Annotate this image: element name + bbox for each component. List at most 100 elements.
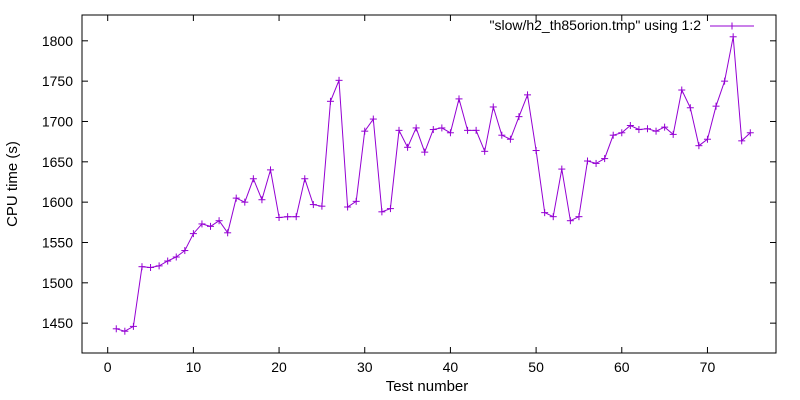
- data-point: [386, 205, 394, 213]
- data-point: [292, 213, 300, 221]
- data-point: [729, 33, 737, 41]
- data-point: [249, 175, 257, 183]
- data-point: [686, 104, 694, 112]
- y-axis-title: CPU time (s): [4, 141, 21, 227]
- y-tick-label: 1750: [42, 73, 73, 89]
- data-point: [678, 86, 686, 94]
- data-point: [575, 213, 583, 221]
- data-point: [112, 325, 120, 333]
- data-point: [481, 147, 489, 155]
- data-point: [455, 95, 463, 103]
- data-point: [164, 257, 172, 265]
- x-tick-label: 30: [357, 359, 373, 375]
- data-point: [352, 197, 360, 205]
- data-point: [695, 142, 703, 150]
- data-point: [558, 165, 566, 173]
- data-point: [121, 327, 129, 335]
- x-tick-label: 50: [528, 359, 544, 375]
- data-point: [198, 220, 206, 228]
- x-tick-label: 70: [700, 359, 716, 375]
- data-point: [506, 135, 514, 143]
- x-tick-label: 60: [614, 359, 630, 375]
- data-point: [189, 230, 197, 238]
- data-point: [489, 103, 497, 111]
- series-layer: [112, 33, 754, 335]
- data-point: [155, 262, 163, 270]
- data-point: [643, 125, 651, 133]
- y-tick-label: 1450: [42, 315, 73, 331]
- data-point: [515, 113, 523, 121]
- data-point: [318, 202, 326, 210]
- x-tick-label: 0: [104, 359, 112, 375]
- data-point: [498, 131, 506, 139]
- data-point: [601, 155, 609, 163]
- data-point: [309, 201, 317, 209]
- series-line: [116, 36, 751, 332]
- x-tick-label: 10: [186, 359, 202, 375]
- data-point: [181, 247, 189, 255]
- data-point: [703, 135, 711, 143]
- legend: "slow/h2_th85orion.tmp" using 1:2: [489, 17, 754, 33]
- data-point: [532, 147, 540, 155]
- data-point: [207, 222, 215, 230]
- data-point: [361, 127, 369, 135]
- y-tick-label: 1500: [42, 275, 73, 291]
- data-point: [369, 115, 377, 123]
- data-point: [138, 263, 146, 271]
- data-point: [446, 129, 454, 137]
- data-point: [618, 129, 626, 137]
- data-point: [378, 208, 386, 216]
- data-point: [592, 159, 600, 167]
- data-point: [275, 213, 283, 221]
- data-point: [404, 143, 412, 151]
- data-point: [541, 209, 549, 217]
- y-tick-label: 1600: [42, 194, 73, 210]
- data-point: [721, 77, 729, 85]
- data-point: [549, 213, 557, 221]
- data-point: [652, 127, 660, 135]
- y-tick-label: 1700: [42, 113, 73, 129]
- x-axis-title: Test number: [386, 378, 469, 395]
- data-point: [738, 137, 746, 145]
- data-point: [746, 129, 754, 137]
- data-point: [395, 126, 403, 134]
- data-point: [429, 126, 437, 134]
- data-point: [661, 123, 669, 131]
- y-tick-label: 1550: [42, 234, 73, 250]
- x-tick-label: 40: [443, 359, 459, 375]
- data-point: [266, 166, 274, 174]
- data-point: [635, 126, 643, 134]
- data-point: [232, 194, 240, 202]
- data-point: [669, 130, 677, 138]
- y-tick-label: 1800: [42, 33, 73, 49]
- data-point: [412, 124, 420, 132]
- data-point: [224, 229, 232, 237]
- data-point: [421, 148, 429, 156]
- data-point: [335, 76, 343, 84]
- data-point: [172, 253, 180, 261]
- data-point: [584, 157, 592, 165]
- data-point: [326, 97, 334, 105]
- data-point: [129, 322, 137, 330]
- data-point: [464, 126, 472, 134]
- data-point: [344, 203, 352, 211]
- x-tick-label: 20: [271, 359, 287, 375]
- data-point: [472, 126, 480, 134]
- legend-label: "slow/h2_th85orion.tmp" using 1:2: [489, 17, 701, 33]
- data-point: [609, 131, 617, 139]
- data-point: [524, 91, 532, 99]
- data-point: [301, 175, 309, 183]
- data-point: [147, 263, 155, 271]
- data-point: [284, 213, 292, 221]
- y-tick-label: 1650: [42, 154, 73, 170]
- data-point: [626, 122, 634, 130]
- data-point: [712, 102, 720, 110]
- data-point: [258, 196, 266, 204]
- data-point: [438, 124, 446, 132]
- data-point: [566, 217, 574, 225]
- axis-ticks: 0 10 20 30 40 50 60 70 1450 1500 1550 1600 1650 1700 1…: [42, 15, 776, 375]
- data-point: [241, 198, 249, 206]
- data-point: [215, 217, 223, 225]
